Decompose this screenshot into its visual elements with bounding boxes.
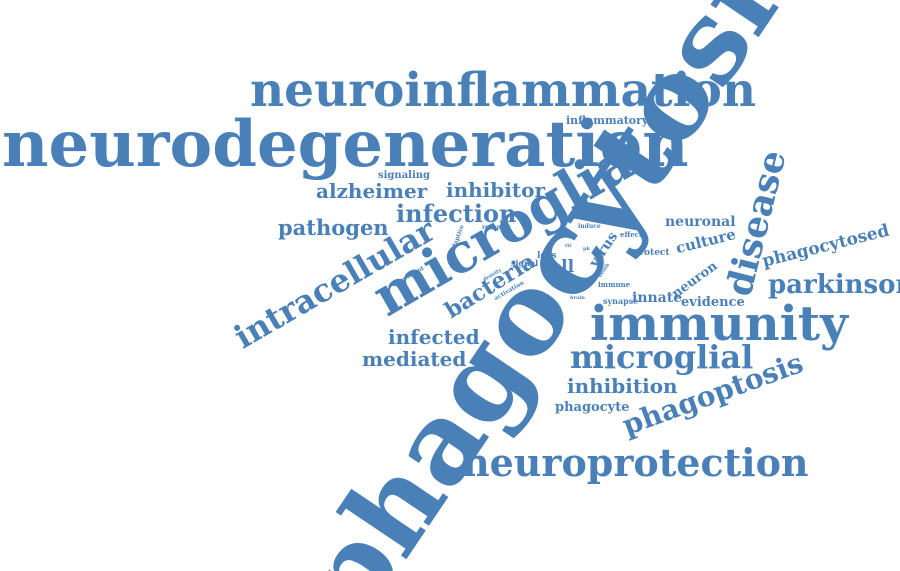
word-microglial: microglial xyxy=(570,338,753,376)
word-mediated: mediated xyxy=(362,347,466,371)
word-infection: infection xyxy=(396,199,516,228)
word-neuroinflammation: neuroinflammation xyxy=(250,63,756,118)
word-phagocytosed: phagocytosed xyxy=(760,221,891,272)
word-inhibitor: inhibitor xyxy=(446,178,545,202)
word-parkinson: parkinson xyxy=(768,270,900,300)
word-alzheimer: alzheimer xyxy=(316,179,428,203)
word-neuroprotection: neuroprotection xyxy=(462,440,809,485)
word-signal: signal xyxy=(511,258,538,268)
word-protect: protect xyxy=(633,248,670,258)
word-infected: infected xyxy=(388,325,480,349)
word-tlr: tlr xyxy=(565,243,572,249)
word-innate: innate xyxy=(632,290,682,306)
word-phagocyte: phagocyte xyxy=(555,400,629,415)
word-inhibition: inhibition xyxy=(567,374,678,398)
word-pk: pk xyxy=(583,246,590,252)
word-neuronal: neuronal xyxy=(665,214,736,230)
word-cell: cell xyxy=(540,257,575,277)
word-immune: immune xyxy=(598,280,631,289)
word-evidence: evidence xyxy=(681,295,745,310)
word-brain: brain xyxy=(570,295,585,301)
word-loss: loss xyxy=(537,251,557,261)
word-synapse: synapse xyxy=(603,296,638,306)
word-signaling: signaling xyxy=(378,170,430,181)
word-neurodegeneration: neurodegeneration xyxy=(2,107,689,182)
word-receptor: receptor xyxy=(482,224,511,231)
word-inflammatory: inflammatory xyxy=(566,114,649,127)
word-immunity: immunity xyxy=(590,296,850,352)
word-pathogen: pathogen xyxy=(278,215,389,240)
word-induce: induce xyxy=(578,223,601,230)
word-effect: effect xyxy=(620,230,643,239)
